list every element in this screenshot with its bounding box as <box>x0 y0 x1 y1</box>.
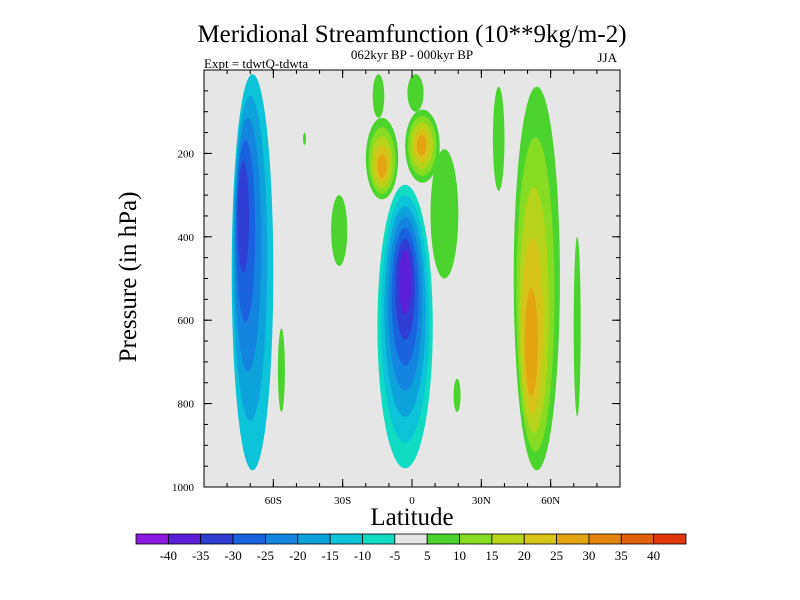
colorbar-label: 5 <box>424 548 431 563</box>
colorbar-swatch <box>556 533 590 545</box>
colorbar-swatch <box>653 533 687 545</box>
contour-level-5 <box>573 236 581 417</box>
colorbar-swatch <box>265 533 299 545</box>
contour-south-cell <box>231 74 274 471</box>
contour-level-5 <box>372 74 385 118</box>
colorbar-label: -10 <box>354 548 371 563</box>
y-tick-label: 200 <box>178 148 195 160</box>
contour-upper-pos-a <box>365 117 399 200</box>
colorbar-label: 30 <box>582 548 595 563</box>
x-tick-label: 60N <box>541 495 560 507</box>
contour-level-5 <box>492 86 505 191</box>
x-tick-label: 30S <box>334 495 351 507</box>
contour-small-pos-b <box>453 378 461 412</box>
contour-small-pos-a <box>277 328 285 412</box>
contour-level-5 <box>331 195 348 266</box>
contour-level-25 <box>416 135 427 156</box>
contour-level-25 <box>524 288 538 396</box>
y-tick-label: 400 <box>178 232 195 244</box>
colorbar-label: 10 <box>453 548 466 563</box>
y-tick-label: 1000 <box>172 482 195 494</box>
x-tick-label: 0 <box>409 495 415 507</box>
contour-level-5 <box>453 378 461 412</box>
colorbar-label: 25 <box>550 548 563 563</box>
colorbar-swatch <box>491 533 525 545</box>
colorbar-swatch <box>588 533 622 545</box>
colorbar-label: 20 <box>518 548 531 563</box>
colorbar-swatch <box>523 533 557 545</box>
colorbar-swatch <box>362 533 396 545</box>
contour-level-5 <box>277 328 285 412</box>
contour-level-5 <box>407 74 424 112</box>
colorbar-label: 40 <box>647 548 660 563</box>
colorbar-label: 15 <box>485 548 498 563</box>
contour-level-neg35 <box>398 249 412 315</box>
contour-north-cell <box>513 86 560 471</box>
colorbar-label: -20 <box>289 548 306 563</box>
colorbar-swatch <box>232 533 266 545</box>
colorbar-swatch <box>200 533 234 545</box>
colorbar-swatch <box>394 533 428 545</box>
y-tick-label: 600 <box>178 315 195 327</box>
colorbar-label: 35 <box>615 548 628 563</box>
colorbar-swatch <box>329 533 363 545</box>
contour-north-side <box>492 86 505 191</box>
x-tick-label: 60S <box>265 495 282 507</box>
contour-level-25 <box>377 154 387 178</box>
colorbar-swatch <box>459 533 493 545</box>
contour-north-far <box>573 236 581 417</box>
y-axis-label: Pressure (in hPa) <box>115 192 142 363</box>
contour-tropical-cell <box>377 184 433 469</box>
chart-title: Meridional Streamfunction (10**9kg/m-2) <box>197 21 626 48</box>
plot-area <box>204 70 620 487</box>
colorbar-swatch <box>297 533 331 545</box>
contour-upper-pos-d <box>407 74 424 112</box>
contour-sub-pos-a <box>331 195 348 266</box>
contour-level-5 <box>430 149 459 279</box>
axes: 60S 30S 0 30N 60N 200 400 600 800 1000 <box>172 69 621 507</box>
colorbar-label: -5 <box>389 548 400 563</box>
contour-level-neg30 <box>237 161 250 273</box>
chart-subtitle: 062kyr BP - 000kyr BP <box>351 47 473 62</box>
colorbar-label: -35 <box>192 548 209 563</box>
colorbar-label: -15 <box>321 548 338 563</box>
x-tick-label: 30N <box>472 495 491 507</box>
y-tick-label: 800 <box>178 399 195 411</box>
contour-tropic-flank-pos <box>430 149 459 279</box>
colorbar-swatch <box>620 533 655 545</box>
season-label: JJA <box>597 50 617 65</box>
colorbar-swatch <box>135 533 169 545</box>
colorbar: -40 -35 -30 -25 -20 -15 -10 -5 5 10 15 20 25 30 35 40 <box>135 533 687 563</box>
contour-small-pos-c <box>303 132 306 146</box>
colorbar-swatch <box>167 533 202 545</box>
colorbar-label: -40 <box>160 548 177 563</box>
contour-upper-pos-c <box>372 74 385 118</box>
contour-upper-pos-b <box>405 109 440 183</box>
colorbar-swatch <box>426 533 460 545</box>
contour-level-5 <box>303 132 306 146</box>
colorbar-label: -30 <box>224 548 241 563</box>
colorbar-label: -25 <box>257 548 274 563</box>
x-axis-label: Latitude <box>370 504 453 531</box>
experiment-label: Expt = tdwtQ-tdwta <box>204 56 308 71</box>
